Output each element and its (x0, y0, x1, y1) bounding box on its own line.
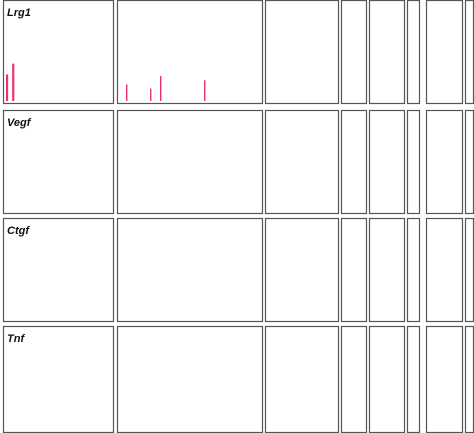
panel-frame (264, 325, 340, 433)
panel-frame (406, 325, 421, 433)
panel-frame (264, 0, 340, 105)
panel-frame (2, 217, 115, 323)
panel-frame (464, 0, 474, 105)
panel-frame (464, 109, 474, 215)
gene-label: Tnf (7, 333, 25, 345)
panel-frame (368, 0, 406, 105)
panel-frame (116, 325, 264, 433)
panel-frame (425, 109, 464, 215)
panel-frame (116, 109, 264, 215)
panel-frame (425, 0, 464, 105)
panel-frame (368, 217, 406, 323)
panel-frame (425, 325, 464, 433)
panel-frame (340, 217, 368, 323)
gene-label: Ctgf (7, 225, 30, 237)
panel-frame (406, 217, 421, 323)
gene-label: Lrg1 (7, 7, 31, 19)
expression-bar (6, 74, 9, 101)
panel-frame (264, 109, 340, 215)
panel-frame (2, 0, 115, 105)
panel-frame (340, 0, 368, 105)
panel-frame (464, 217, 474, 323)
panel-frame (368, 109, 406, 215)
panel-frame (116, 217, 264, 323)
panel-frame (340, 325, 368, 433)
gene-label: Vegf (7, 117, 32, 129)
expression-bar (12, 63, 15, 101)
expression-bar (126, 84, 128, 101)
expression-bar (204, 80, 206, 101)
panel-frame (425, 217, 464, 323)
expression-bar (150, 88, 152, 101)
panel-frame (116, 0, 264, 105)
panel-frame (368, 325, 406, 433)
panel-frame (264, 217, 340, 323)
expression-bar (160, 76, 162, 101)
panel-frame (406, 109, 421, 215)
panel-frame (2, 109, 115, 215)
panel-frame (340, 109, 368, 215)
panel-frame (464, 325, 474, 433)
panel-frame (406, 0, 421, 105)
